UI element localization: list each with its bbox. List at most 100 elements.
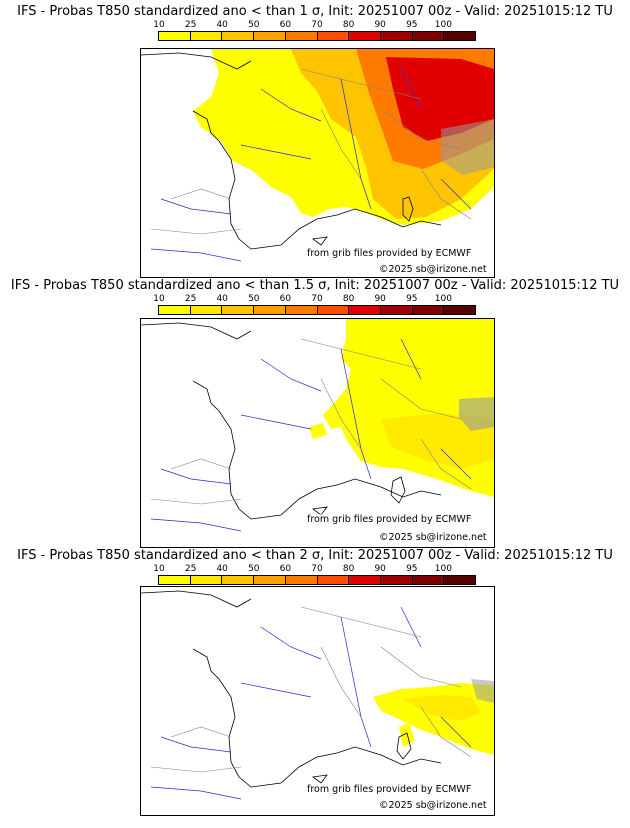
scale-segment xyxy=(285,576,318,584)
scale-segment xyxy=(285,306,318,314)
scale-tick-label: 60 xyxy=(279,564,292,574)
scale-tick-label: 40 xyxy=(216,294,228,304)
rivers xyxy=(150,606,472,800)
borders xyxy=(150,68,472,235)
prob-area-10b xyxy=(399,723,415,747)
panel-title: IFS - Probas T850 standardized ano < tha… xyxy=(17,4,613,19)
scale-segment xyxy=(254,32,286,40)
scale-bar xyxy=(158,305,476,315)
alps-grey xyxy=(459,397,494,431)
corsica xyxy=(390,476,406,504)
scale-segment xyxy=(380,32,413,40)
scale-tick-label: 25 xyxy=(184,20,197,30)
scale-tick-label: 80 xyxy=(342,20,355,30)
scale-segment xyxy=(444,32,476,40)
scale-segment xyxy=(412,32,445,40)
coastline xyxy=(141,322,442,520)
scale-segment xyxy=(349,32,381,40)
prob-area-10b xyxy=(309,423,327,439)
color-scale: 10 25 40 50 60 70 80 90 95 100 xyxy=(153,20,476,44)
rivers xyxy=(150,68,472,262)
scale-segment xyxy=(380,306,413,314)
coastline xyxy=(141,590,442,788)
borders xyxy=(150,338,472,505)
scale-tick-label: 50 xyxy=(248,20,260,30)
balearic xyxy=(311,506,328,516)
scale-segment xyxy=(412,576,445,584)
copyright-credit: ©2025 sb@irizone.net xyxy=(379,800,487,811)
map-canvas xyxy=(141,590,494,800)
source-credit: from grib files provided by ECMWF xyxy=(307,784,472,795)
scale-tick-label: 25 xyxy=(184,294,197,304)
scale-tick-label: 70 xyxy=(311,564,323,574)
scale-tick-label: 60 xyxy=(279,294,292,304)
source-credit: from grib files provided by ECMWF xyxy=(307,248,472,259)
scale-tick-label: 10 xyxy=(153,294,165,304)
scale-tick-label: 40 xyxy=(216,20,228,30)
map-canvas xyxy=(141,319,494,532)
probability-map: from grib files provided by ECMWF ©2025 … xyxy=(140,318,495,548)
source-credit: from grib files provided by ECMWF xyxy=(307,514,472,525)
scale-segment xyxy=(190,32,223,40)
scale-segment xyxy=(190,576,223,584)
scale-segment xyxy=(317,32,350,40)
scale-tick-label: 80 xyxy=(342,294,355,304)
scale-tick-label: 100 xyxy=(434,294,452,304)
map-canvas xyxy=(141,49,494,262)
scale-tick-label: 90 xyxy=(374,564,386,574)
scale-segment xyxy=(444,576,476,584)
scale-tick-label: 90 xyxy=(374,20,386,30)
alps-grey xyxy=(441,119,494,175)
scale-segment xyxy=(159,306,191,314)
scale-tick-label: 40 xyxy=(216,564,228,574)
scale-segment xyxy=(254,306,286,314)
scale-segment xyxy=(380,576,413,584)
balearic xyxy=(311,236,328,246)
panel-3: IFS - Probas T850 standardized ano < tha… xyxy=(0,548,630,818)
corsica xyxy=(396,732,412,760)
scale-segment xyxy=(190,306,223,314)
scale-tick-label: 90 xyxy=(374,294,386,304)
scale-segment xyxy=(222,576,255,584)
corsica xyxy=(402,196,414,222)
borders xyxy=(150,606,472,773)
panel-title: IFS - Probas T850 standardized ano < tha… xyxy=(10,278,620,293)
scale-tick-label: 95 xyxy=(406,294,418,304)
scale-tick-label: 95 xyxy=(406,20,418,30)
scale-segment xyxy=(222,32,255,40)
scale-bar xyxy=(158,31,476,41)
scale-tick-label: 25 xyxy=(184,564,197,574)
scale-tick-label: 95 xyxy=(406,564,418,574)
scale-tick-label: 80 xyxy=(342,564,355,574)
scale-segment xyxy=(349,576,381,584)
probability-map: from grib files provided by ECMWF ©2025 … xyxy=(140,48,495,278)
scale-segment xyxy=(444,306,476,314)
scale-tick-label: 50 xyxy=(248,564,260,574)
copyright-credit: ©2025 sb@irizone.net xyxy=(379,264,487,275)
panel-title: IFS - Probas T850 standardized ano < tha… xyxy=(17,548,613,563)
rivers xyxy=(150,338,472,532)
panel-2: IFS - Probas T850 standardized ano < tha… xyxy=(0,278,630,548)
probability-map: from grib files provided by ECMWF ©2025 … xyxy=(140,586,495,816)
scale-tick-label: 10 xyxy=(153,564,165,574)
scale-segment xyxy=(317,576,350,584)
scale-segment xyxy=(254,576,286,584)
scale-segment xyxy=(349,306,381,314)
scale-segment xyxy=(159,576,191,584)
alps-grey xyxy=(471,679,494,703)
scale-tick-label: 100 xyxy=(434,20,452,30)
scale-tick-label: 60 xyxy=(279,20,292,30)
scale-tick-label: 50 xyxy=(248,294,260,304)
prob-area-80 xyxy=(386,57,494,141)
color-scale: 10 25 40 50 60 70 80 90 95 100 xyxy=(153,294,476,318)
coastline xyxy=(141,52,442,250)
prob-area-25 xyxy=(381,413,494,469)
scale-segment xyxy=(412,306,445,314)
scale-tick-label: 10 xyxy=(153,20,165,30)
scale-tick-label: 100 xyxy=(434,564,452,574)
balearic xyxy=(311,774,328,784)
scale-segment xyxy=(285,32,318,40)
scale-segment xyxy=(222,306,255,314)
scale-tick-label: 70 xyxy=(311,294,323,304)
scale-bar xyxy=(158,575,476,585)
